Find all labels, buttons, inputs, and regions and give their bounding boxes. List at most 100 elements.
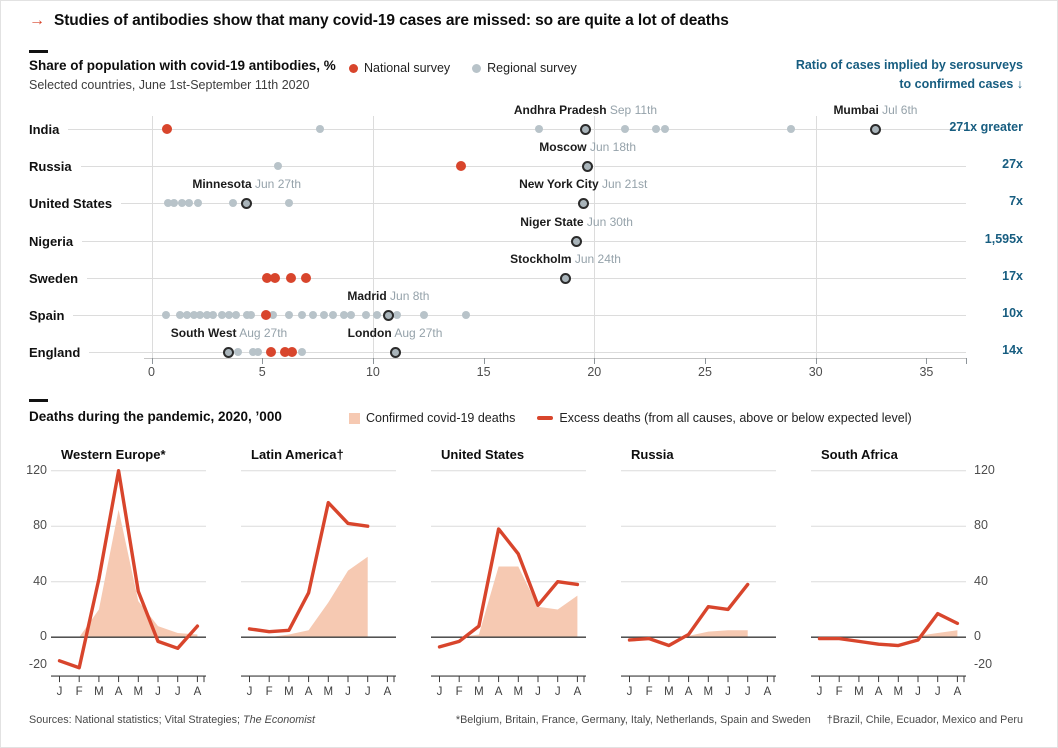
highlighted-survey-dot bbox=[579, 123, 591, 135]
regional-survey-dot bbox=[787, 125, 796, 133]
ratio-axis-title: Ratio of cases implied by serosurveys to… bbox=[796, 56, 1023, 94]
month-label: M bbox=[514, 686, 524, 698]
regional-survey-dot bbox=[182, 311, 191, 319]
month-label: A bbox=[954, 686, 962, 698]
x-gridline bbox=[151, 116, 153, 358]
regional-survey-dot bbox=[169, 199, 178, 207]
y-axis-label-left: 80 bbox=[33, 518, 47, 533]
regional-survey-dot bbox=[315, 125, 324, 133]
x-axis-tick bbox=[372, 358, 374, 364]
row-line bbox=[89, 351, 966, 353]
y-axis-label-right: 0 bbox=[974, 629, 981, 644]
regional-survey-dot bbox=[164, 199, 173, 207]
survey-annotation: South West Aug 27th bbox=[109, 326, 349, 340]
serology-heading: Share of population with covid-19 antibo… bbox=[29, 58, 336, 73]
month-label: J bbox=[745, 686, 751, 698]
survey-annotation: Minnesota Jun 27th bbox=[127, 177, 367, 191]
regional-survey-dot bbox=[218, 311, 227, 319]
regional-survey-dot bbox=[233, 348, 242, 356]
country-row: Sweden bbox=[29, 268, 966, 288]
month-label: J bbox=[345, 686, 351, 698]
panel-title: United States bbox=[441, 447, 525, 462]
country-label: Russia bbox=[29, 158, 72, 174]
regional-survey-dot bbox=[224, 311, 233, 319]
annotation-name: Moscow bbox=[539, 140, 587, 154]
month-label: J bbox=[725, 686, 731, 698]
highlighted-survey-dot bbox=[560, 272, 572, 284]
regional-survey-dot bbox=[176, 311, 185, 319]
x-axis-tick-label: 10 bbox=[365, 365, 380, 379]
highlighted-survey-dot bbox=[571, 235, 583, 247]
month-label: A bbox=[495, 686, 503, 698]
national-survey-dot bbox=[287, 347, 298, 357]
arrow-icon: → bbox=[29, 12, 45, 29]
headline: → Studies of antibodies show that many c… bbox=[29, 12, 729, 30]
month-label: F bbox=[646, 686, 653, 698]
ratio-value: 17x bbox=[1002, 269, 1023, 283]
footnotes: *Belgium, Britain, France, Germany, Ital… bbox=[456, 714, 1023, 726]
country-row: Russia bbox=[29, 156, 966, 176]
x-axis-tick bbox=[151, 358, 153, 364]
y-axis-label-left: 120 bbox=[26, 462, 47, 477]
survey-annotation: Moscow Jun 18th bbox=[468, 140, 708, 154]
national-survey-dot bbox=[270, 273, 281, 283]
month-label: A bbox=[574, 686, 582, 698]
y-axis-label-left: -20 bbox=[28, 656, 47, 671]
x-axis-tick-label: 35 bbox=[919, 365, 934, 379]
month-label: M bbox=[664, 686, 674, 698]
highlighted-survey-dot bbox=[241, 197, 253, 209]
footnote-dagger: †Brazil, Chile, Ecuador, Mexico and Peru bbox=[826, 714, 1023, 726]
highlighted-survey-dot bbox=[577, 197, 589, 209]
x-axis-tick-label: 15 bbox=[476, 365, 491, 379]
regional-survey-dot bbox=[178, 199, 187, 207]
y-axis-label-left: 0 bbox=[40, 629, 47, 644]
national-survey-dot bbox=[301, 273, 312, 283]
month-label: A bbox=[305, 686, 313, 698]
x-axis-tick-label: 30 bbox=[808, 365, 823, 379]
regional-survey-dot bbox=[461, 311, 470, 319]
excess-deaths-dash-icon bbox=[537, 416, 554, 420]
country-row: Spain bbox=[29, 305, 966, 325]
regional-survey-dot bbox=[329, 311, 338, 319]
regional-survey-dot bbox=[242, 311, 251, 319]
annotation-name: Madrid bbox=[347, 289, 387, 303]
serology-subtitle: Selected countries, June 1st-September 1… bbox=[29, 78, 310, 92]
national-survey-dot bbox=[261, 273, 272, 283]
survey-legend: National survey Regional survey bbox=[349, 61, 577, 75]
x-gridline bbox=[815, 116, 817, 358]
regional-survey-dot bbox=[284, 199, 293, 207]
month-label: J bbox=[555, 686, 561, 698]
excess-deaths-legend-item: Excess deaths (from all causes, above or… bbox=[537, 411, 912, 425]
national-survey-dot bbox=[456, 161, 467, 171]
excess-deaths-line bbox=[817, 611, 960, 648]
annotation-name: London bbox=[347, 326, 392, 340]
confirmed-deaths-label: Confirmed covid-19 deaths bbox=[366, 411, 516, 425]
month-label: J bbox=[935, 686, 941, 698]
regional-survey-dot bbox=[284, 311, 293, 319]
sources-note: Sources: National statistics; Vital Stra… bbox=[29, 714, 315, 726]
country-label: England bbox=[29, 344, 81, 360]
national-survey-label: National survey bbox=[364, 61, 451, 75]
annotation-name: Niger State bbox=[520, 215, 584, 229]
month-label: M bbox=[474, 686, 484, 698]
month-label: J bbox=[175, 686, 181, 698]
regional-survey-dot bbox=[209, 311, 218, 319]
regional-survey-dot bbox=[185, 199, 194, 207]
regional-survey-dot bbox=[229, 199, 238, 207]
y-axis-label-right: 120 bbox=[974, 462, 995, 477]
annotation-date: Jun 21st bbox=[598, 177, 648, 191]
month-label: A bbox=[115, 686, 123, 698]
excess-deaths-line bbox=[57, 469, 200, 670]
month-label: J bbox=[535, 686, 541, 698]
month-label: A bbox=[875, 686, 883, 698]
survey-annotation: Stockholm Jun 24th bbox=[446, 252, 686, 266]
month-label: M bbox=[284, 686, 294, 698]
ratio-value: 27x bbox=[1002, 157, 1023, 171]
x-axis-tick-label: 0 bbox=[148, 365, 155, 379]
month-label: J bbox=[437, 686, 443, 698]
month-label: M bbox=[894, 686, 904, 698]
panel-title: Russia bbox=[631, 447, 674, 462]
